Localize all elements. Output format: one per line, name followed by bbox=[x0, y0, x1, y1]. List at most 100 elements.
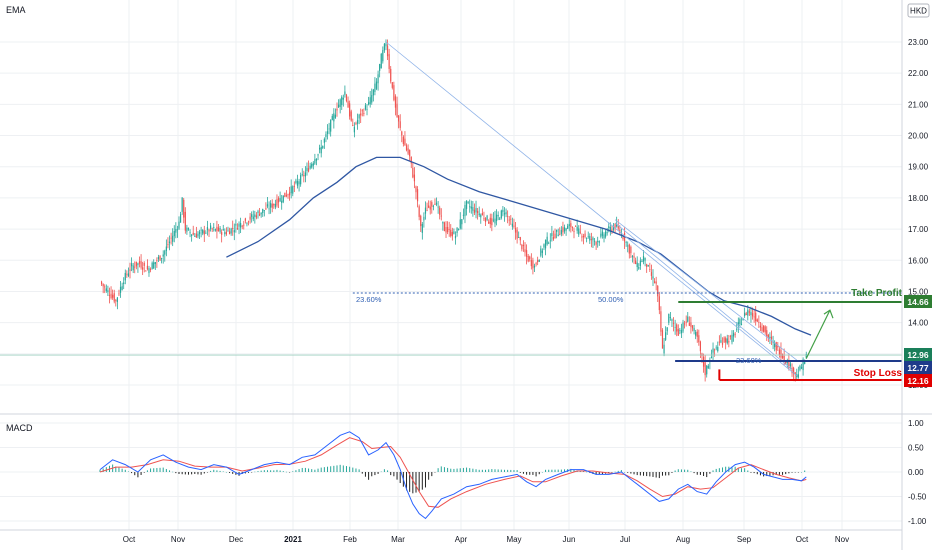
candle-body bbox=[470, 206, 472, 209]
candle-body bbox=[330, 119, 332, 132]
ema-indicator-label[interactable]: EMA bbox=[6, 5, 26, 15]
candle-body bbox=[213, 227, 215, 228]
candle-body bbox=[282, 195, 284, 202]
candle-body bbox=[227, 230, 229, 232]
trendline[interactable] bbox=[614, 219, 798, 361]
ema-line[interactable] bbox=[226, 156, 812, 336]
macd-histogram-bar bbox=[595, 472, 597, 475]
candle-body bbox=[744, 312, 746, 317]
candle-body bbox=[293, 185, 295, 187]
candle-body bbox=[587, 236, 589, 238]
price-pane[interactable] bbox=[100, 39, 812, 382]
candle-body bbox=[527, 255, 529, 262]
macd-histogram-bar bbox=[769, 472, 771, 476]
macd-histogram-bar bbox=[491, 469, 493, 472]
candle-body bbox=[131, 263, 133, 267]
candle-body bbox=[796, 374, 798, 378]
macd-histogram-bar bbox=[804, 470, 806, 472]
candle-body bbox=[666, 327, 668, 332]
candle-body bbox=[751, 313, 754, 317]
macd-histogram-bar bbox=[782, 472, 784, 475]
macd-histogram-bar bbox=[197, 472, 199, 475]
macd-line[interactable] bbox=[99, 431, 807, 520]
candle-body bbox=[685, 321, 687, 323]
trendline[interactable] bbox=[614, 222, 793, 370]
trendline[interactable] bbox=[385, 41, 798, 376]
candle-body bbox=[211, 228, 213, 230]
candle-body bbox=[777, 345, 779, 348]
candle-body bbox=[502, 209, 504, 213]
macd-histogram-bar bbox=[652, 472, 654, 477]
candle-body bbox=[307, 168, 310, 172]
candle-body bbox=[788, 360, 790, 369]
candle-body bbox=[257, 211, 259, 213]
candle-body bbox=[731, 334, 733, 343]
candle-body bbox=[210, 225, 212, 229]
candle-body bbox=[246, 223, 248, 225]
macd-histogram-bar bbox=[327, 466, 329, 472]
macd-histogram-bar bbox=[712, 470, 714, 472]
macd-histogram-bar bbox=[459, 468, 461, 472]
candle-body bbox=[576, 226, 578, 231]
candle-body bbox=[530, 260, 532, 267]
candle-body bbox=[317, 154, 319, 156]
candle-body bbox=[292, 186, 294, 194]
candle-body bbox=[704, 362, 706, 376]
time-axis-tick: Jun bbox=[563, 535, 576, 544]
currency-badge[interactable]: HKD bbox=[907, 3, 930, 18]
candle-body bbox=[135, 261, 137, 267]
candle-body bbox=[225, 231, 227, 235]
macd-histogram-bar bbox=[450, 468, 452, 472]
macd-histogram-bar bbox=[462, 467, 464, 472]
macd-pane[interactable] bbox=[99, 431, 807, 520]
candle-body bbox=[639, 260, 641, 266]
candle-body bbox=[119, 286, 122, 293]
candle-body bbox=[445, 226, 447, 233]
candle-body bbox=[507, 215, 509, 217]
candle-body bbox=[521, 244, 523, 250]
candle-body bbox=[426, 210, 428, 212]
macd-histogram-bar bbox=[232, 472, 234, 474]
macd-indicator-label[interactable]: MACD bbox=[6, 423, 33, 433]
candle-body bbox=[739, 319, 741, 325]
candle-body bbox=[488, 221, 490, 224]
macd-histogram-bar bbox=[254, 471, 256, 473]
macd-histogram-bar bbox=[557, 469, 559, 472]
macd-histogram-bar bbox=[431, 472, 433, 477]
candle-body bbox=[579, 231, 581, 233]
candle-body bbox=[322, 145, 324, 149]
candle-body bbox=[783, 355, 785, 361]
macd-histogram-bar bbox=[519, 472, 521, 473]
macd-histogram-bar bbox=[456, 468, 458, 472]
candle-body bbox=[157, 257, 160, 260]
candle-body bbox=[655, 281, 657, 284]
time-axis-tick: May bbox=[506, 535, 521, 544]
macd-histogram-bar bbox=[424, 472, 426, 488]
candle-body bbox=[285, 194, 288, 197]
candle-body bbox=[635, 260, 637, 265]
price-axis-tick: 16.00 bbox=[908, 256, 929, 265]
time-axis-tick: Apr bbox=[455, 535, 468, 544]
candle-body bbox=[672, 322, 675, 324]
candle-body bbox=[804, 360, 806, 365]
candle-body bbox=[557, 234, 559, 236]
candle-body bbox=[300, 175, 302, 185]
macd-signal-line[interactable] bbox=[99, 437, 807, 508]
candle-body bbox=[791, 367, 793, 374]
macd-histogram-bar bbox=[554, 469, 556, 472]
macd-histogram-bar bbox=[282, 471, 284, 472]
macd-histogram-bar bbox=[377, 472, 379, 474]
candle-body bbox=[402, 136, 404, 144]
candle-body bbox=[208, 229, 210, 232]
candle-body bbox=[514, 228, 517, 233]
candle-body bbox=[315, 158, 318, 161]
candle-body bbox=[121, 286, 123, 290]
candle-body bbox=[554, 233, 556, 238]
time-axis-tick: Nov bbox=[835, 535, 849, 544]
candle-body bbox=[396, 103, 398, 118]
candle-body bbox=[217, 227, 220, 232]
candle-body bbox=[451, 232, 453, 237]
macd-histogram-bar bbox=[513, 469, 515, 472]
candle-body bbox=[123, 282, 125, 285]
take-profit-label: Take Profit bbox=[851, 288, 903, 299]
